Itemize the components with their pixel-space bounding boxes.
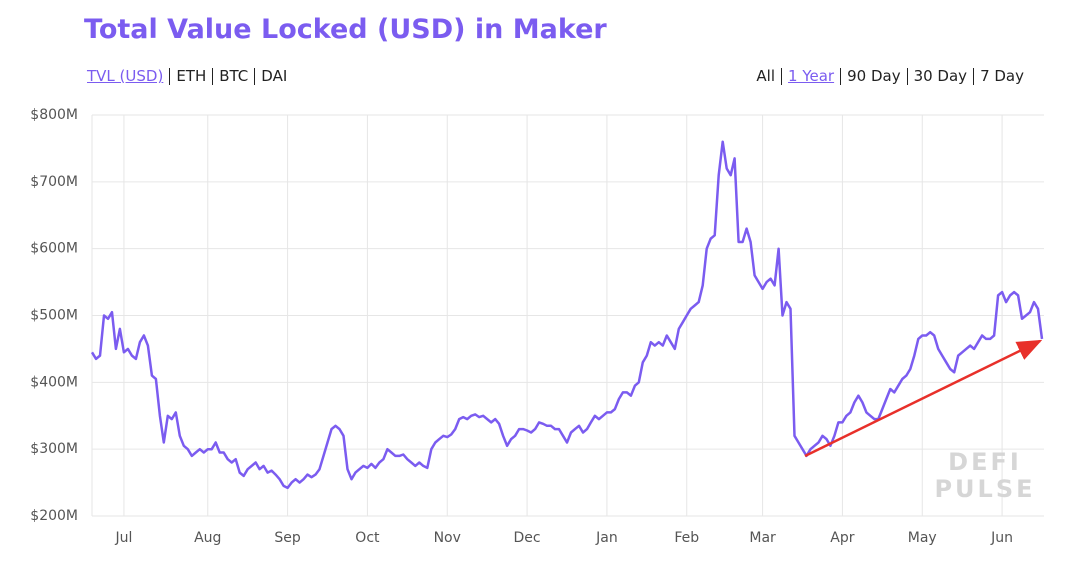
x-tick-label: Nov (434, 530, 461, 546)
metric-selector: TVL (USD) ETH BTC DAI (87, 68, 287, 85)
y-tick-label: $700M (30, 174, 78, 190)
y-tick-label: $800M (30, 107, 78, 123)
x-tick-label: Mar (749, 530, 776, 546)
page-title: Total Value Locked (USD) in Maker (84, 14, 607, 45)
x-tick-label: Dec (514, 530, 541, 546)
x-tick-label: Sep (274, 530, 301, 546)
watermark: PULSE (934, 475, 1035, 503)
x-tick-label: Apr (830, 530, 854, 546)
y-tick-label: $500M (30, 308, 78, 324)
x-tick-label: Jun (990, 530, 1013, 546)
x-tick-label: Feb (674, 530, 699, 546)
option[interactable]: DAI (254, 68, 287, 85)
trend-arrow (804, 339, 1043, 458)
option[interactable]: BTC (212, 68, 254, 85)
x-tick-label: May (908, 530, 937, 546)
option[interactable]: TVL (USD) (87, 67, 164, 85)
option[interactable]: 90 Day (840, 68, 906, 85)
option[interactable]: ETH (169, 68, 212, 85)
x-tick-label: Oct (355, 530, 380, 546)
x-tick-label: Jul (114, 530, 132, 546)
watermark: DEFI (948, 448, 1022, 476)
option[interactable]: 7 Day (973, 68, 1024, 85)
data-line (90, 140, 1044, 490)
y-tick-label: $400M (30, 374, 78, 390)
range-selector: All 1 Year 90 Day 30 Day 7 Day (756, 68, 1024, 85)
x-tick-label: Aug (194, 530, 221, 546)
option[interactable]: All (756, 67, 776, 85)
option[interactable]: 1 Year (781, 68, 840, 85)
y-tick-label: $300M (30, 441, 78, 457)
y-tick-label: $600M (30, 241, 78, 257)
y-tick-label: $200M (30, 508, 78, 524)
x-tick-label: Jan (595, 530, 618, 546)
option[interactable]: 30 Day (906, 68, 973, 85)
